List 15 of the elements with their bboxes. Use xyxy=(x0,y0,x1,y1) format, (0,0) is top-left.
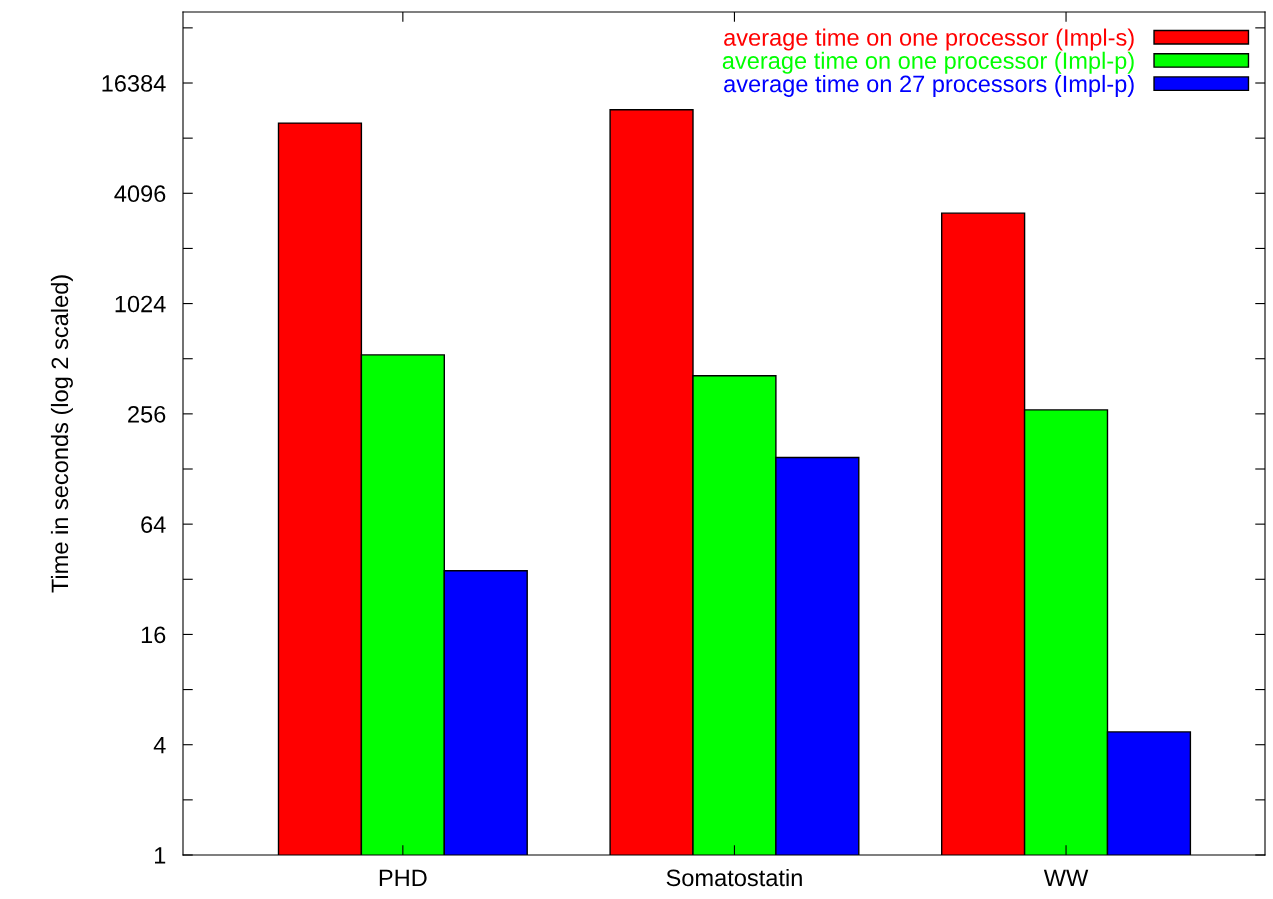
y-tick-label: 4096 xyxy=(114,185,166,203)
legend-label: average time on one processor (Impl-p) xyxy=(722,51,1134,74)
legend-label: average time on 27 processors (Impl-p) xyxy=(724,74,1134,97)
y-tick-label: 64 xyxy=(141,516,166,533)
y-tick-label: 1024 xyxy=(115,295,166,313)
y-tick-label: 256 xyxy=(128,405,166,423)
x-tick-label: WW xyxy=(1043,869,1089,886)
y-axis-title: Time in seconds (log 2 scaled) xyxy=(50,275,73,593)
y-tick-label: 16384 xyxy=(102,75,166,92)
x-tick-label: Somatostatin xyxy=(666,868,802,887)
legend-label: average time on one processor (Impl-s) xyxy=(724,28,1134,51)
y-tick-label: 4 xyxy=(153,737,166,754)
x-tick-label: PHD xyxy=(379,869,427,886)
y-tick-label: 16 xyxy=(141,626,166,644)
y-tick-label: 1 xyxy=(155,847,166,864)
